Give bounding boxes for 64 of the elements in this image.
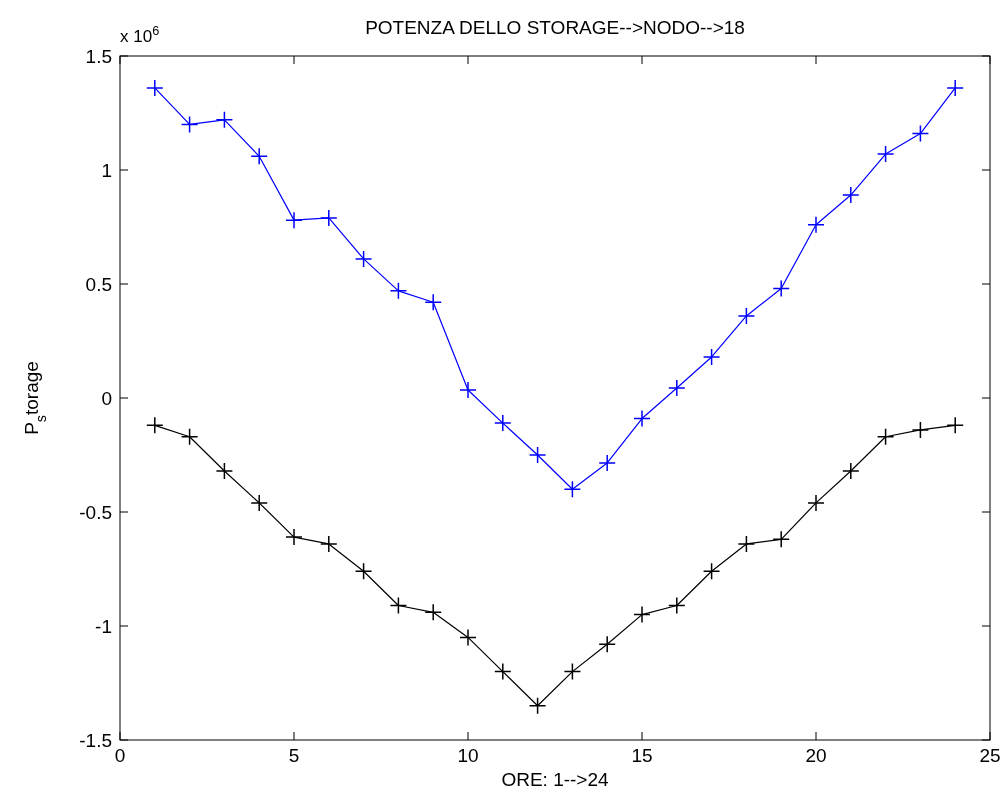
point xyxy=(807,494,825,512)
point xyxy=(250,494,268,512)
chart-title: POTENZA DELLO STORAGE-->NODO-->18 xyxy=(365,17,745,38)
point xyxy=(737,307,756,325)
x-tick-label: 20 xyxy=(805,745,827,766)
point xyxy=(598,454,616,472)
point xyxy=(842,462,860,480)
point xyxy=(320,209,338,227)
point xyxy=(354,250,373,268)
x-tick-label: 25 xyxy=(979,745,1001,766)
point xyxy=(459,381,477,399)
point xyxy=(946,416,964,435)
point xyxy=(180,428,199,446)
x-axis-title: ORE: 1-->24 xyxy=(501,769,610,790)
point xyxy=(598,635,616,653)
point xyxy=(563,662,582,681)
point xyxy=(772,530,790,549)
y-tick-label: 1 xyxy=(101,159,112,181)
point xyxy=(772,279,790,298)
point xyxy=(285,528,303,546)
point xyxy=(842,186,860,204)
point xyxy=(146,79,164,97)
point xyxy=(911,124,930,143)
y-tick-label: 0.5 xyxy=(85,273,112,295)
point xyxy=(494,414,512,432)
y-tick-label: -0.5 xyxy=(79,501,112,523)
point xyxy=(354,562,373,581)
x-tick-label: 15 xyxy=(631,745,653,766)
point xyxy=(946,79,964,97)
point xyxy=(424,293,442,311)
x-tick-label: 0 xyxy=(114,745,126,766)
point xyxy=(668,596,686,615)
point xyxy=(876,145,895,163)
point xyxy=(389,282,408,300)
point xyxy=(389,596,408,615)
point xyxy=(146,416,164,435)
x-tick-label: 5 xyxy=(288,745,300,766)
point xyxy=(807,215,825,234)
point xyxy=(702,562,721,581)
x-tick-label: 10 xyxy=(457,745,479,766)
point xyxy=(668,379,686,397)
point xyxy=(320,535,338,553)
point xyxy=(528,697,547,715)
point xyxy=(494,662,512,681)
point xyxy=(528,446,547,464)
point xyxy=(563,480,582,498)
point xyxy=(702,348,721,366)
y-tick-label: -1 xyxy=(95,615,112,637)
y-tick-label: 0 xyxy=(101,387,112,409)
point xyxy=(250,147,268,166)
point xyxy=(215,111,234,129)
point xyxy=(285,211,303,229)
point xyxy=(876,428,895,446)
y-tick-label: 1.5 xyxy=(85,45,112,67)
point xyxy=(737,535,756,553)
y-tick-label: -1.5 xyxy=(79,729,112,751)
point xyxy=(459,628,477,647)
point xyxy=(633,605,651,624)
point xyxy=(215,462,234,480)
text: x 10$^{6}$ xyxy=(120,22,160,46)
point xyxy=(180,115,199,134)
point xyxy=(633,409,651,428)
point xyxy=(911,421,930,439)
point xyxy=(424,603,442,622)
